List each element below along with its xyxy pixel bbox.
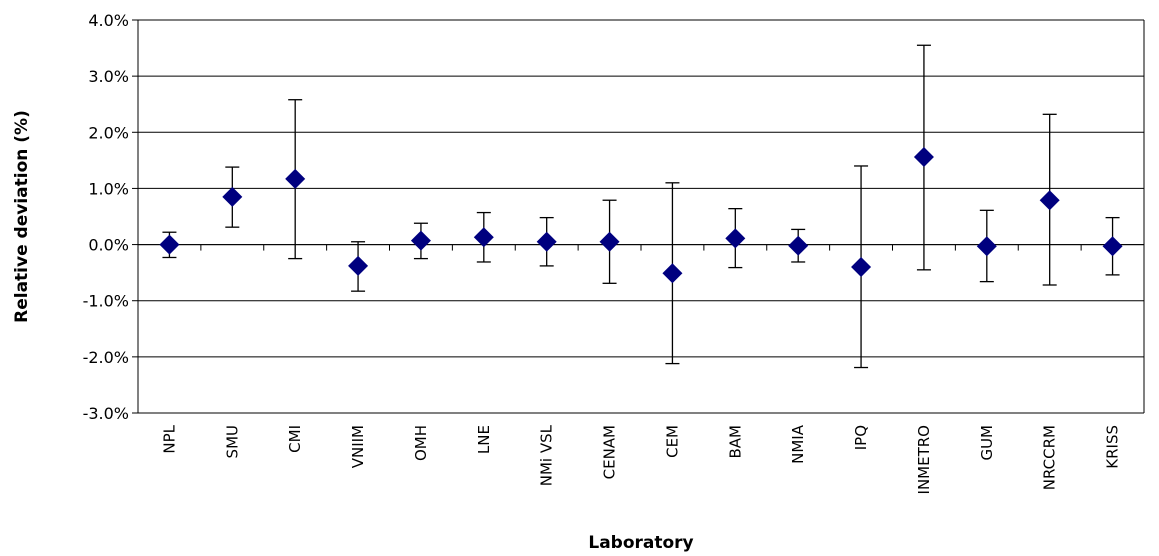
x-tick-label: NPL (160, 424, 178, 453)
x-tick-label: CENAM (601, 425, 619, 479)
data-point (851, 257, 872, 278)
data-points (159, 146, 1123, 284)
x-tick-label: KRISS (1104, 425, 1122, 469)
y-tick-label: 0.0% (88, 236, 129, 255)
x-tick-label: INMETRO (915, 425, 933, 494)
data-point (599, 231, 620, 252)
x-axis-ticks: NPL SMU CMI VNIIM OMH LNE NMi VSL CENAM CEM BAM NM… (160, 424, 1121, 494)
data-point (976, 236, 997, 257)
x-tick-label: VNIIM (349, 425, 367, 468)
x-tick-label: OMH (412, 425, 430, 461)
x-tick-label: CMI (286, 425, 304, 453)
data-point (222, 186, 243, 207)
y-tick-label: 1.0% (88, 179, 129, 198)
x-tick-label: CEM (663, 425, 681, 458)
data-point (1102, 236, 1123, 257)
x-tick-label: NMIA (789, 424, 807, 464)
data-point (788, 235, 809, 256)
axis-layer (132, 19, 1145, 414)
data-point (1039, 190, 1060, 211)
data-point (662, 263, 683, 284)
y-axis-title: Relative deviation (%) (12, 110, 32, 323)
x-tick-label: BAM (726, 425, 744, 459)
data-point (473, 227, 494, 248)
y-tick-label: 2.0% (88, 123, 129, 142)
x-tick-label: NMi VSL (538, 424, 556, 486)
error-bars (162, 44, 1120, 369)
data-point (913, 146, 934, 167)
data-point (536, 231, 557, 252)
y-tick-label: 4.0% (88, 11, 129, 30)
y-axis-ticks: 4.0% 3.0% 2.0% 1.0% 0.0% -1.0% -2.0% -3.0% (83, 11, 129, 423)
y-tick-label: -1.0% (83, 292, 129, 311)
data-point (725, 228, 746, 249)
y-tick-label: 3.0% (88, 67, 129, 86)
y-tick-label: -3.0% (83, 404, 129, 423)
grid-layer (138, 19, 1144, 414)
x-tick-label: LNE (475, 425, 493, 454)
data-point (159, 234, 180, 255)
data-point (285, 168, 306, 189)
x-tick-label: NRCCRM (1041, 425, 1059, 490)
data-point (410, 230, 431, 251)
x-axis-title: Laboratory (588, 533, 693, 553)
y-tick-label: -2.0% (83, 348, 129, 367)
x-tick-label: SMU (223, 425, 241, 458)
x-tick-label: GUM (978, 425, 996, 461)
data-point (348, 255, 369, 276)
x-tick-label: IPQ (852, 425, 870, 450)
